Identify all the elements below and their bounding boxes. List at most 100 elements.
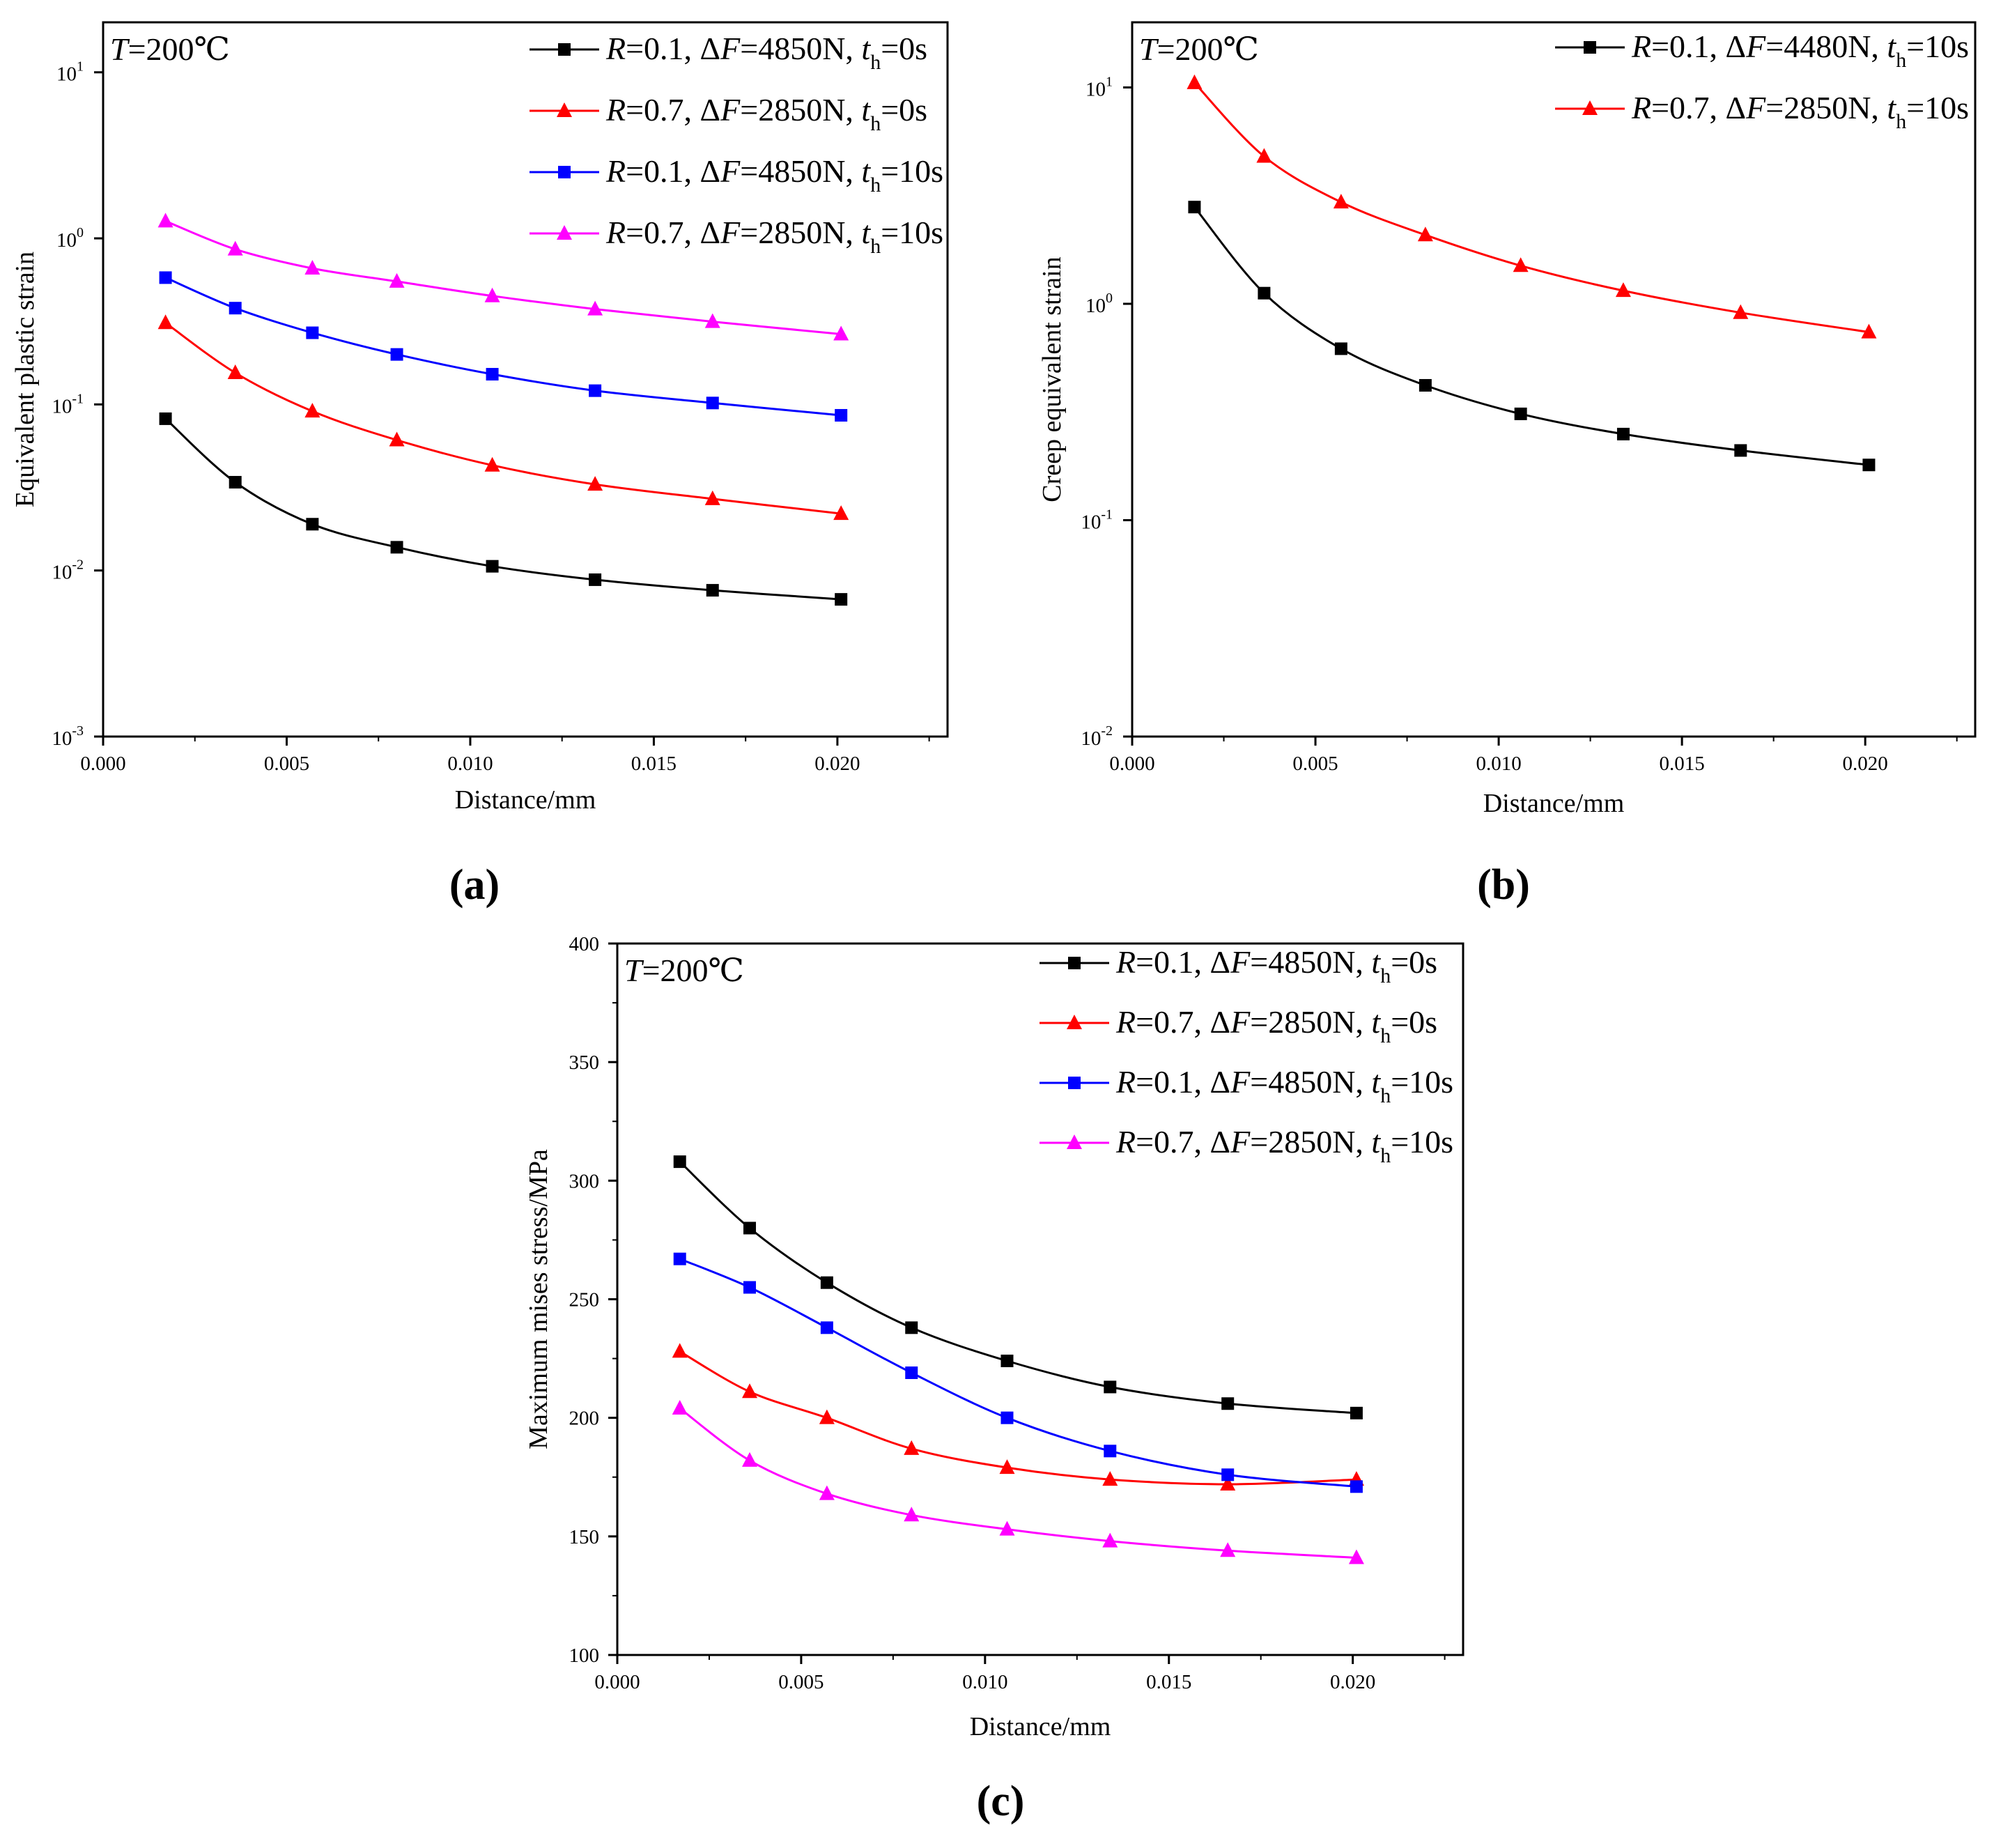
data-point <box>819 1485 835 1500</box>
legend-marker <box>558 166 571 178</box>
data-point <box>833 505 849 521</box>
data-point <box>1350 1480 1363 1493</box>
data-point <box>484 287 500 302</box>
y-tick-label: 200 <box>569 1408 600 1430</box>
temperature-annotation: T=200℃ <box>1139 31 1259 67</box>
legend-label: R=0.7, ΔF=2850N, th=10s <box>605 215 943 258</box>
y-tick-base: 10 <box>52 395 72 417</box>
y-tick-label: 250 <box>569 1289 600 1311</box>
series-3 <box>159 271 848 422</box>
panel-a: 0.000 0.005 0.010 0.015 0.02010-310-210-1100… <box>10 21 949 815</box>
legend-marker <box>558 43 571 56</box>
data-point <box>673 1252 686 1265</box>
data-point <box>1334 342 1347 355</box>
legend-entry-2: R=0.7, ΔF=2850N, th=0s <box>1039 1004 1437 1047</box>
data-point <box>706 584 719 597</box>
panel-label-c: (c) <box>977 1778 1025 1825</box>
y-tick-exponent: 1 <box>77 59 84 75</box>
series-3 <box>673 1252 1363 1493</box>
legend-entry-2: R=0.7, ΔF=2850N, th=10s <box>1555 90 1969 133</box>
data-point <box>1256 148 1272 163</box>
data-point <box>1861 323 1877 339</box>
y-tick-label: 350 <box>569 1052 600 1074</box>
legend-entry-3: R=0.1, ΔF=4850N, th=10s <box>1039 1064 1453 1107</box>
x-tick-label: 0.005 <box>778 1671 824 1693</box>
series-2 <box>157 314 849 521</box>
panel-label-b: (b) <box>1477 861 1530 909</box>
data-point <box>1348 1549 1364 1564</box>
data-point <box>1734 444 1747 457</box>
data-point <box>390 541 403 554</box>
panel-c: 0.000 0.005 0.010 0.015 0.020 100 150 200 250 300… <box>524 933 1464 1741</box>
data-point <box>672 1400 688 1415</box>
y-tick-label: 100 <box>1085 291 1113 317</box>
annotation-variable: T <box>110 31 130 67</box>
data-point <box>704 490 720 505</box>
series-1 <box>159 412 848 606</box>
annotation-value: =200℃ <box>642 953 744 988</box>
data-point <box>1419 378 1432 392</box>
y-tick-exponent: -1 <box>72 391 84 406</box>
y-tick-label: 101 <box>1085 74 1113 100</box>
y-tick-label: 10-1 <box>1081 507 1113 533</box>
panel-label-a: (a) <box>449 861 500 909</box>
data-point <box>835 593 848 606</box>
y-tick-exponent: -3 <box>72 723 84 739</box>
y-axis-label: Maximum mises stress/MPa <box>524 1149 553 1449</box>
data-point <box>833 325 849 341</box>
temperature-annotation: T=200℃ <box>110 31 230 67</box>
data-point <box>743 1281 757 1294</box>
legend-marker <box>1068 957 1081 969</box>
y-tick-label: 101 <box>56 59 84 86</box>
data-point <box>227 364 243 380</box>
data-point <box>704 313 720 328</box>
data-point <box>587 300 603 316</box>
y-tick-exponent: -1 <box>1101 507 1113 522</box>
data-point <box>672 1343 688 1358</box>
data-point <box>1220 1542 1236 1557</box>
data-point <box>157 314 173 330</box>
legend-label: R=0.7, ΔF=2850N, th=0s <box>1115 1004 1437 1047</box>
data-point <box>229 302 242 315</box>
y-tick-exponent: -2 <box>1101 723 1113 739</box>
x-tick-label: 0.000 <box>80 753 125 775</box>
legend-entry-1: R=0.1, ΔF=4480N, th=10s <box>1555 29 1969 72</box>
data-point <box>1862 459 1876 472</box>
legend-entry-2: R=0.7, ΔF=2850N, th=0s <box>530 92 927 135</box>
series-2 <box>672 1343 1364 1491</box>
data-point <box>673 1155 686 1169</box>
data-point <box>306 326 319 339</box>
series-1 <box>673 1155 1363 1419</box>
y-tick-label: 10-3 <box>52 723 84 750</box>
data-point <box>304 260 320 275</box>
series-4 <box>672 1400 1364 1564</box>
data-point <box>820 1276 833 1289</box>
data-point <box>1104 1380 1117 1394</box>
y-tick-label: 150 <box>569 1526 600 1548</box>
data-point <box>1221 1468 1235 1481</box>
legend-entry-3: R=0.1, ΔF=4850N, th=10s <box>530 153 943 197</box>
legend-label: R=0.1, ΔF=4850N, th=10s <box>605 153 943 197</box>
data-point <box>820 1321 833 1334</box>
data-point <box>742 1383 758 1399</box>
data-point <box>227 240 243 256</box>
data-point <box>1513 257 1529 272</box>
x-tick-label: 0.015 <box>1660 753 1705 775</box>
series-line <box>1193 206 1869 466</box>
data-point <box>743 1222 757 1235</box>
legend-marker <box>557 225 572 240</box>
x-tick-label: 0.015 <box>1146 1671 1191 1693</box>
series-line <box>164 417 842 601</box>
x-tick-label: 0.005 <box>1292 753 1338 775</box>
legend-entry-4: R=0.7, ΔF=2850N, th=10s <box>1039 1124 1453 1167</box>
legend-label: R=0.1, ΔF=4850N, th=10s <box>1115 1064 1453 1107</box>
data-point <box>905 1366 918 1380</box>
temperature-annotation: T=200℃ <box>624 953 744 988</box>
y-tick-base: 10 <box>52 727 72 750</box>
data-point <box>390 348 403 361</box>
data-point <box>389 431 405 447</box>
plot-frame <box>102 21 949 738</box>
series-line <box>679 1161 1357 1415</box>
x-tick-label: 0.000 <box>1109 753 1154 775</box>
legend-marker <box>1068 1077 1081 1089</box>
